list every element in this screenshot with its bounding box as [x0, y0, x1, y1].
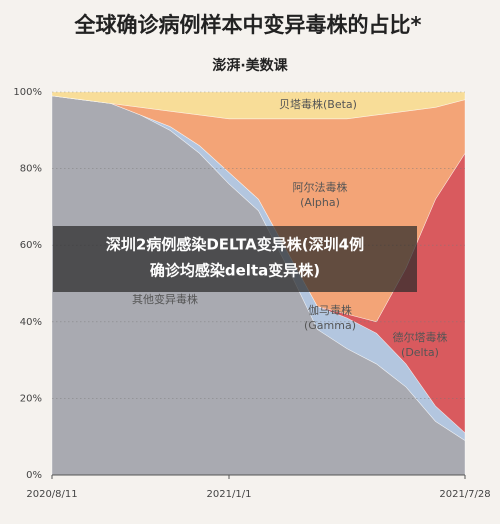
overlay-text: 深圳2病例感染DELTA变异株(深圳4例: [106, 236, 364, 254]
y-tick-label: 40%: [20, 317, 42, 328]
x-tick-label: 2021/1/1: [207, 489, 252, 500]
y-tick-label: 20%: [20, 393, 42, 404]
series-label-note: (Alpha): [300, 196, 340, 209]
y-tick-label: 100%: [13, 87, 42, 98]
y-tick-label: 60%: [20, 240, 42, 251]
y-tick-label: 80%: [20, 164, 42, 175]
series-label: 伽马毒株: [308, 303, 352, 317]
series-label: 阿尔法毒株: [293, 180, 348, 194]
series-label: 德尔塔毒株: [393, 330, 448, 344]
overlay-text: 确诊均感染delta变异株): [150, 262, 320, 280]
series-label: 其他变异毒株: [132, 292, 198, 306]
series-label-note: (Delta): [401, 346, 439, 359]
series-label-note: (Gamma): [304, 319, 356, 332]
y-tick-label: 0%: [26, 470, 42, 481]
series-label: 贝塔毒株(Beta): [279, 97, 357, 111]
chart-title: 全球确诊病例样本中变异毒株的占比*: [74, 13, 422, 37]
area: [51, 91, 466, 120]
x-tick-label: 2020/8/11: [26, 489, 77, 500]
overlay-banner: [53, 226, 417, 292]
chart-subtitle: 澎湃·美数课: [212, 57, 288, 74]
x-tick-label: 2021/7/28: [439, 489, 490, 500]
